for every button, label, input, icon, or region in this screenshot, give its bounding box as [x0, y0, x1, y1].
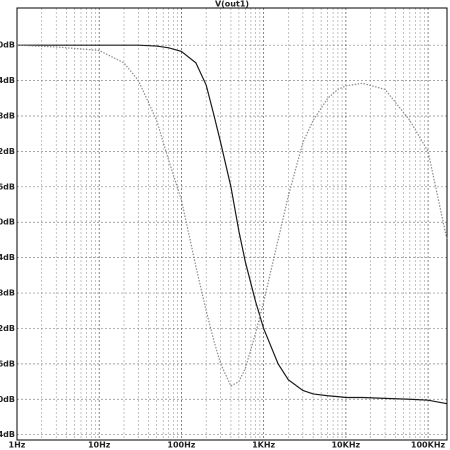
x-tick-label: 1Hz [9, 441, 26, 450]
y-tick-label: 8dB [0, 289, 15, 298]
plot-frame [16, 7, 448, 441]
y-tick-label: 6dB [0, 182, 15, 191]
x-tick-label: 1KHz [252, 441, 275, 450]
x-tick-label: 10KHz [331, 441, 360, 450]
series-line [17, 44, 448, 405]
y-tick-label: 6dB [0, 359, 15, 368]
chart-title: V(out1) [215, 0, 249, 9]
x-tick-label: 10Hz [88, 441, 111, 450]
y-tick-label: 0dB [0, 41, 15, 50]
series-line [16, 44, 448, 387]
y-tick-label: 2dB [0, 147, 15, 156]
x-tick-label: 100Hz [167, 441, 195, 450]
x-tick-label: 100KHz [411, 441, 446, 450]
y-tick-label: 4dB [0, 430, 15, 439]
y-tick-label: 4dB [0, 76, 15, 85]
y-tick-label: 0dB [0, 218, 15, 227]
y-tick-label: 2dB [0, 324, 15, 333]
y-tick-label: 0dB [0, 395, 15, 404]
y-tick-label: 4dB [0, 253, 15, 262]
y-tick-label: 8dB [0, 112, 15, 121]
